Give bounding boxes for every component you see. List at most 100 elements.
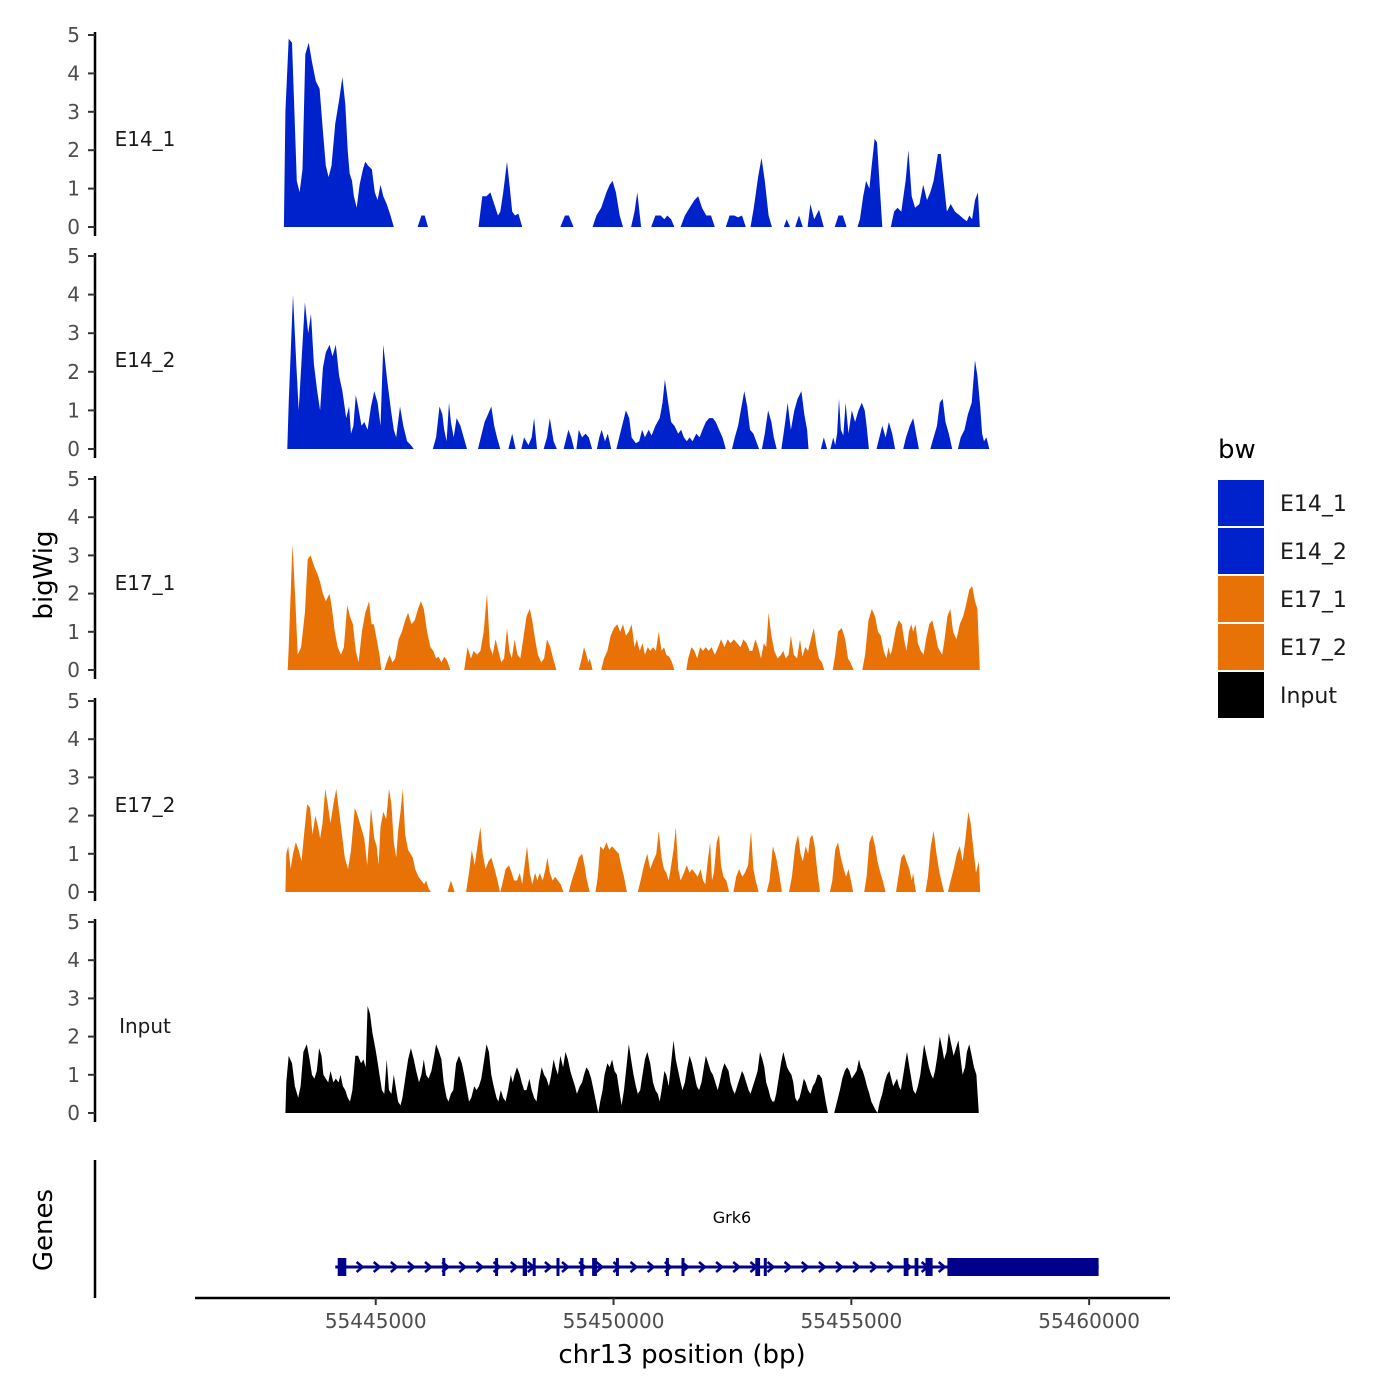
y-tick-label: 2 [67,138,80,162]
y-tick-label: 0 [67,880,80,904]
genes-track: Genes Grk6 [29,1160,1099,1298]
strand-arrow [698,1261,707,1273]
coverage-area [680,196,715,227]
y-tick-label: 0 [67,437,80,461]
strand-arrow [715,1261,725,1273]
strand-arrow [544,1261,553,1273]
coverage-area [857,138,883,227]
gene-exon [681,1258,685,1276]
coverage-area [789,834,820,892]
coverage-area [601,624,675,670]
y-tick-label: 0 [67,1101,80,1125]
coverage-area [733,830,759,892]
y-tick-label: 3 [67,986,80,1010]
track-label: E17_2 [115,793,176,817]
strand-arrow [458,1261,468,1273]
gene-exon [592,1258,597,1276]
strand-arrow [852,1261,862,1273]
y-tick-label: 2 [67,582,80,606]
legend-key [1218,624,1264,670]
x-axis: chr13 position (bp) 55445000 55450000 5545… [195,1296,1170,1370]
gene-exon [755,1258,761,1276]
x-axis-title: chr13 position (bp) [558,1340,805,1370]
coverage-area [930,398,953,449]
coverage-area [686,612,825,670]
y-tick-label: 4 [67,283,80,307]
coverage-area [781,391,809,449]
y-tick-label: 4 [67,505,80,529]
coverage-area [478,161,523,227]
track-e17_2: 0 1 2 3 4 5 E17_2 [67,689,981,904]
gene-exon [556,1258,560,1276]
coverage-area [596,429,612,449]
coverage-area [834,1059,878,1113]
bigwig-tracks: 0 1 2 3 4 5 E14_1 0 1 2 3 4 5 E14_2 0 1 2 3 4 5 E17_1 0 1 2 3 4 5 E… [67,23,990,1125]
coverage-area [864,834,886,892]
legend-key [1218,480,1264,526]
track-input: 0 1 2 3 4 5 Input [67,910,979,1125]
coverage-area [417,215,428,227]
legend-key [1218,528,1264,574]
strand-arrow [389,1261,399,1273]
strand-arrow [407,1261,416,1273]
legend-label: E14_2 [1280,540,1347,565]
coverage-area [616,379,726,449]
coverage-area [595,842,627,892]
genes-title: Genes [29,1189,59,1271]
gene-exon [580,1258,584,1276]
coverage-area [766,846,782,892]
track-label: Input [119,1014,171,1038]
coverage-area [637,827,730,892]
coverage-area [478,406,501,449]
gene-exon [903,1258,909,1276]
strand-arrow [869,1261,879,1273]
coverage-area [384,601,451,670]
track-label: E14_1 [115,127,176,151]
legend-label: E17_1 [1280,588,1347,613]
strand-arrow [800,1261,810,1273]
coverage-area [631,192,642,227]
coverage-area [464,593,557,670]
track-label: E14_2 [115,348,176,372]
coverage-area [651,215,675,227]
strand-arrow [612,1261,622,1273]
y-tick-label: 3 [67,100,80,124]
gene-exon [522,1258,527,1276]
x-tick-label: 55445000 [325,1309,427,1333]
coverage-area [890,150,980,227]
strand-arrow [835,1261,844,1273]
gene-exon [532,1258,536,1276]
gene-exon [337,1258,347,1276]
track-label: E17_1 [115,571,176,595]
coverage-area [862,586,980,670]
strand-arrow [818,1261,827,1273]
coverage-area [725,215,746,227]
strand-arrow [732,1261,742,1273]
y-tick-label: 3 [67,321,80,345]
coverage-area [466,827,500,892]
legend-label: E17_2 [1280,636,1347,661]
y-tick-label: 3 [67,543,80,567]
coverage-area [732,391,760,449]
strand-arrow [355,1261,365,1273]
y-tick-label: 2 [67,804,80,828]
coverage-area [287,294,414,449]
strand-arrow [937,1261,947,1273]
coverage-area [820,437,828,449]
strand-arrow [372,1261,382,1273]
legend-label: E14_1 [1280,492,1347,517]
legend-key [1218,576,1264,622]
x-tick-label: 55450000 [563,1309,665,1333]
coverage-area [285,788,431,892]
y-tick-label: 5 [67,244,80,268]
coverage-area [521,418,537,449]
gene-exon [947,1258,1099,1276]
coverage-area [285,1006,599,1113]
coverage-area [947,811,981,892]
y-tick-label: 1 [67,398,80,422]
coverage-area [592,180,623,227]
coverage-area [834,215,847,227]
coverage-area [761,410,777,449]
coverage-area [750,157,772,227]
